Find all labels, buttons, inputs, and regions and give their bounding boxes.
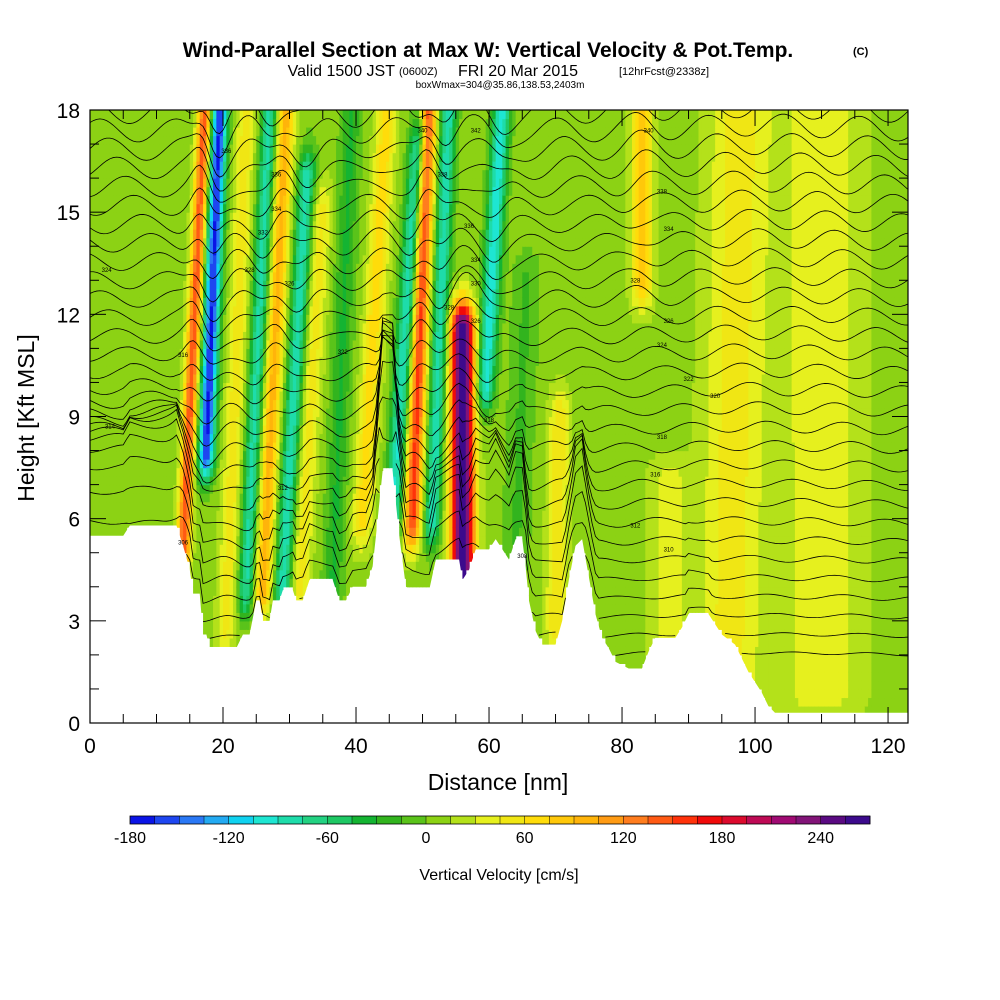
chart-subtitle-forecast: [12hrFcst@2338z]: [619, 66, 709, 78]
chart-subtitle-date: FRI 20 Mar 2015: [458, 63, 578, 80]
chart-canvas: Wind-Parallel Section at Max W: Vertical…: [0, 0, 1000, 1000]
chart-subtitle-utc: (0600Z): [399, 66, 438, 78]
chart-title-mark: (C): [853, 46, 869, 58]
chart-title: Wind-Parallel Section at Max W: Vertical…: [183, 39, 794, 62]
velocity-cell: [363, 578, 367, 587]
chart-subtitle-valid: Valid 1500 JST: [288, 63, 396, 80]
chart-box-info: boxWmax=304@35.86,138.53,2403m: [416, 80, 585, 91]
velocity-cell: [376, 493, 380, 502]
chart-header: Wind-Parallel Section at Max W: Vertical…: [183, 39, 869, 91]
